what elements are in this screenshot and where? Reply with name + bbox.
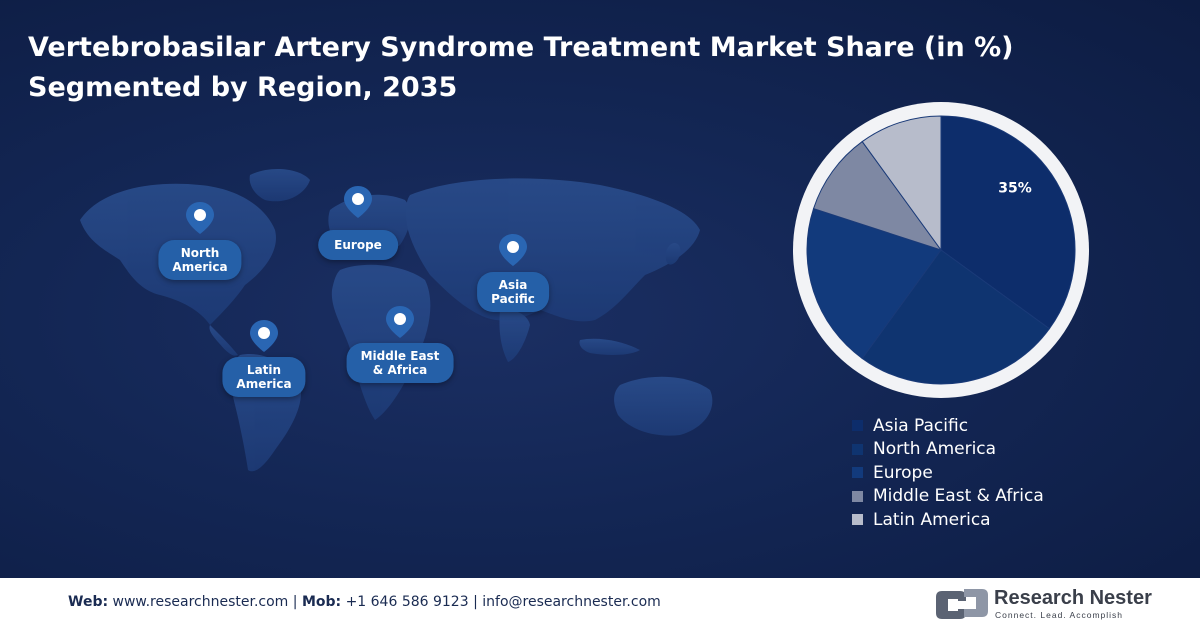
legend-item: Europe [852, 461, 1044, 485]
location-pin-icon [499, 234, 527, 266]
brand-name: Research Nester [994, 587, 1152, 609]
contact-info: Web: www.researchnester.com | Mob: +1 64… [68, 594, 661, 610]
web-label: Web: [68, 594, 109, 610]
legend-item: Latin America [852, 508, 1044, 532]
legend-item: North America [852, 438, 1044, 462]
pie-data-label: 35% [998, 180, 1032, 196]
legend-swatch [852, 514, 863, 526]
legend-item: Middle East & Africa [852, 485, 1044, 509]
pin-label-middle-east-africa: Middle East & Africa [346, 343, 454, 383]
research-nester-logo-icon [936, 589, 988, 619]
separator: | [473, 594, 478, 610]
legend-swatch [852, 443, 863, 455]
pin-label-line: America [236, 377, 292, 391]
location-pin-icon [386, 306, 414, 338]
title-line-2: Segmented by Region, 2035 [28, 72, 458, 103]
pin-label-asia-pacific: Asia Pacific [477, 272, 549, 312]
pin-label-line: America [172, 260, 228, 274]
legend-label: North America [873, 439, 997, 460]
mobile-number: +1 646 586 9123 [345, 594, 469, 610]
page-title: Vertebrobasilar Artery Syndrome Treatmen… [28, 28, 1014, 108]
location-pin-icon [250, 320, 278, 352]
pie-chart: 35% [793, 102, 1089, 398]
brand-logo: Research Nester Connect. Lead. Accomplis… [936, 586, 1176, 622]
pin-label-line: Middle East [360, 349, 440, 363]
email-link[interactable]: info@researchnester.com [482, 594, 661, 610]
infographic-panel: Vertebrobasilar Artery Syndrome Treatmen… [0, 0, 1200, 578]
pin-label-line: Pacific [491, 292, 535, 306]
legend-swatch [852, 467, 863, 479]
pin-label-line: & Africa [372, 363, 428, 377]
mobile-label: Mob: [301, 594, 342, 610]
pie-slice-north-america [861, 249, 1051, 385]
location-pin-icon [344, 186, 372, 218]
brand-tagline: Connect. Lead. Accomplish [995, 610, 1124, 620]
pie-slice-europe [806, 207, 942, 360]
web-link[interactable]: www.researchnester.com [112, 594, 289, 610]
pin-label-europe: Europe [318, 230, 398, 260]
pin-label-line: North [180, 246, 220, 260]
pin-label-line: Latin [246, 363, 282, 377]
footer: Web: www.researchnester.com | Mob: +1 64… [0, 578, 1200, 628]
separator: | [292, 594, 298, 610]
legend-swatch [852, 490, 863, 502]
legend-label: Latin America [873, 509, 991, 530]
title-line-1: Vertebrobasilar Artery Syndrome Treatmen… [28, 32, 1014, 63]
pie-slice-middle-east-africa [812, 140, 943, 251]
pie-slice-asia-pacific [940, 115, 1076, 330]
pin-label-latin-america: Latin America [222, 357, 306, 397]
legend-label: Middle East & Africa [873, 486, 1044, 507]
pie-slice-latin-america [861, 115, 942, 252]
pin-label-north-america: North America [158, 240, 242, 280]
pin-label-line: Asia [498, 278, 528, 292]
legend-label: Asia Pacific [873, 415, 969, 436]
chart-legend: Asia Pacific North America Europe Middle Ea… [852, 414, 1044, 532]
location-pin-icon [186, 202, 214, 234]
legend-item: Asia Pacific [852, 414, 1044, 438]
legend-label: Europe [873, 462, 933, 483]
legend-swatch [852, 420, 863, 432]
pin-label-line: Europe [334, 238, 382, 252]
